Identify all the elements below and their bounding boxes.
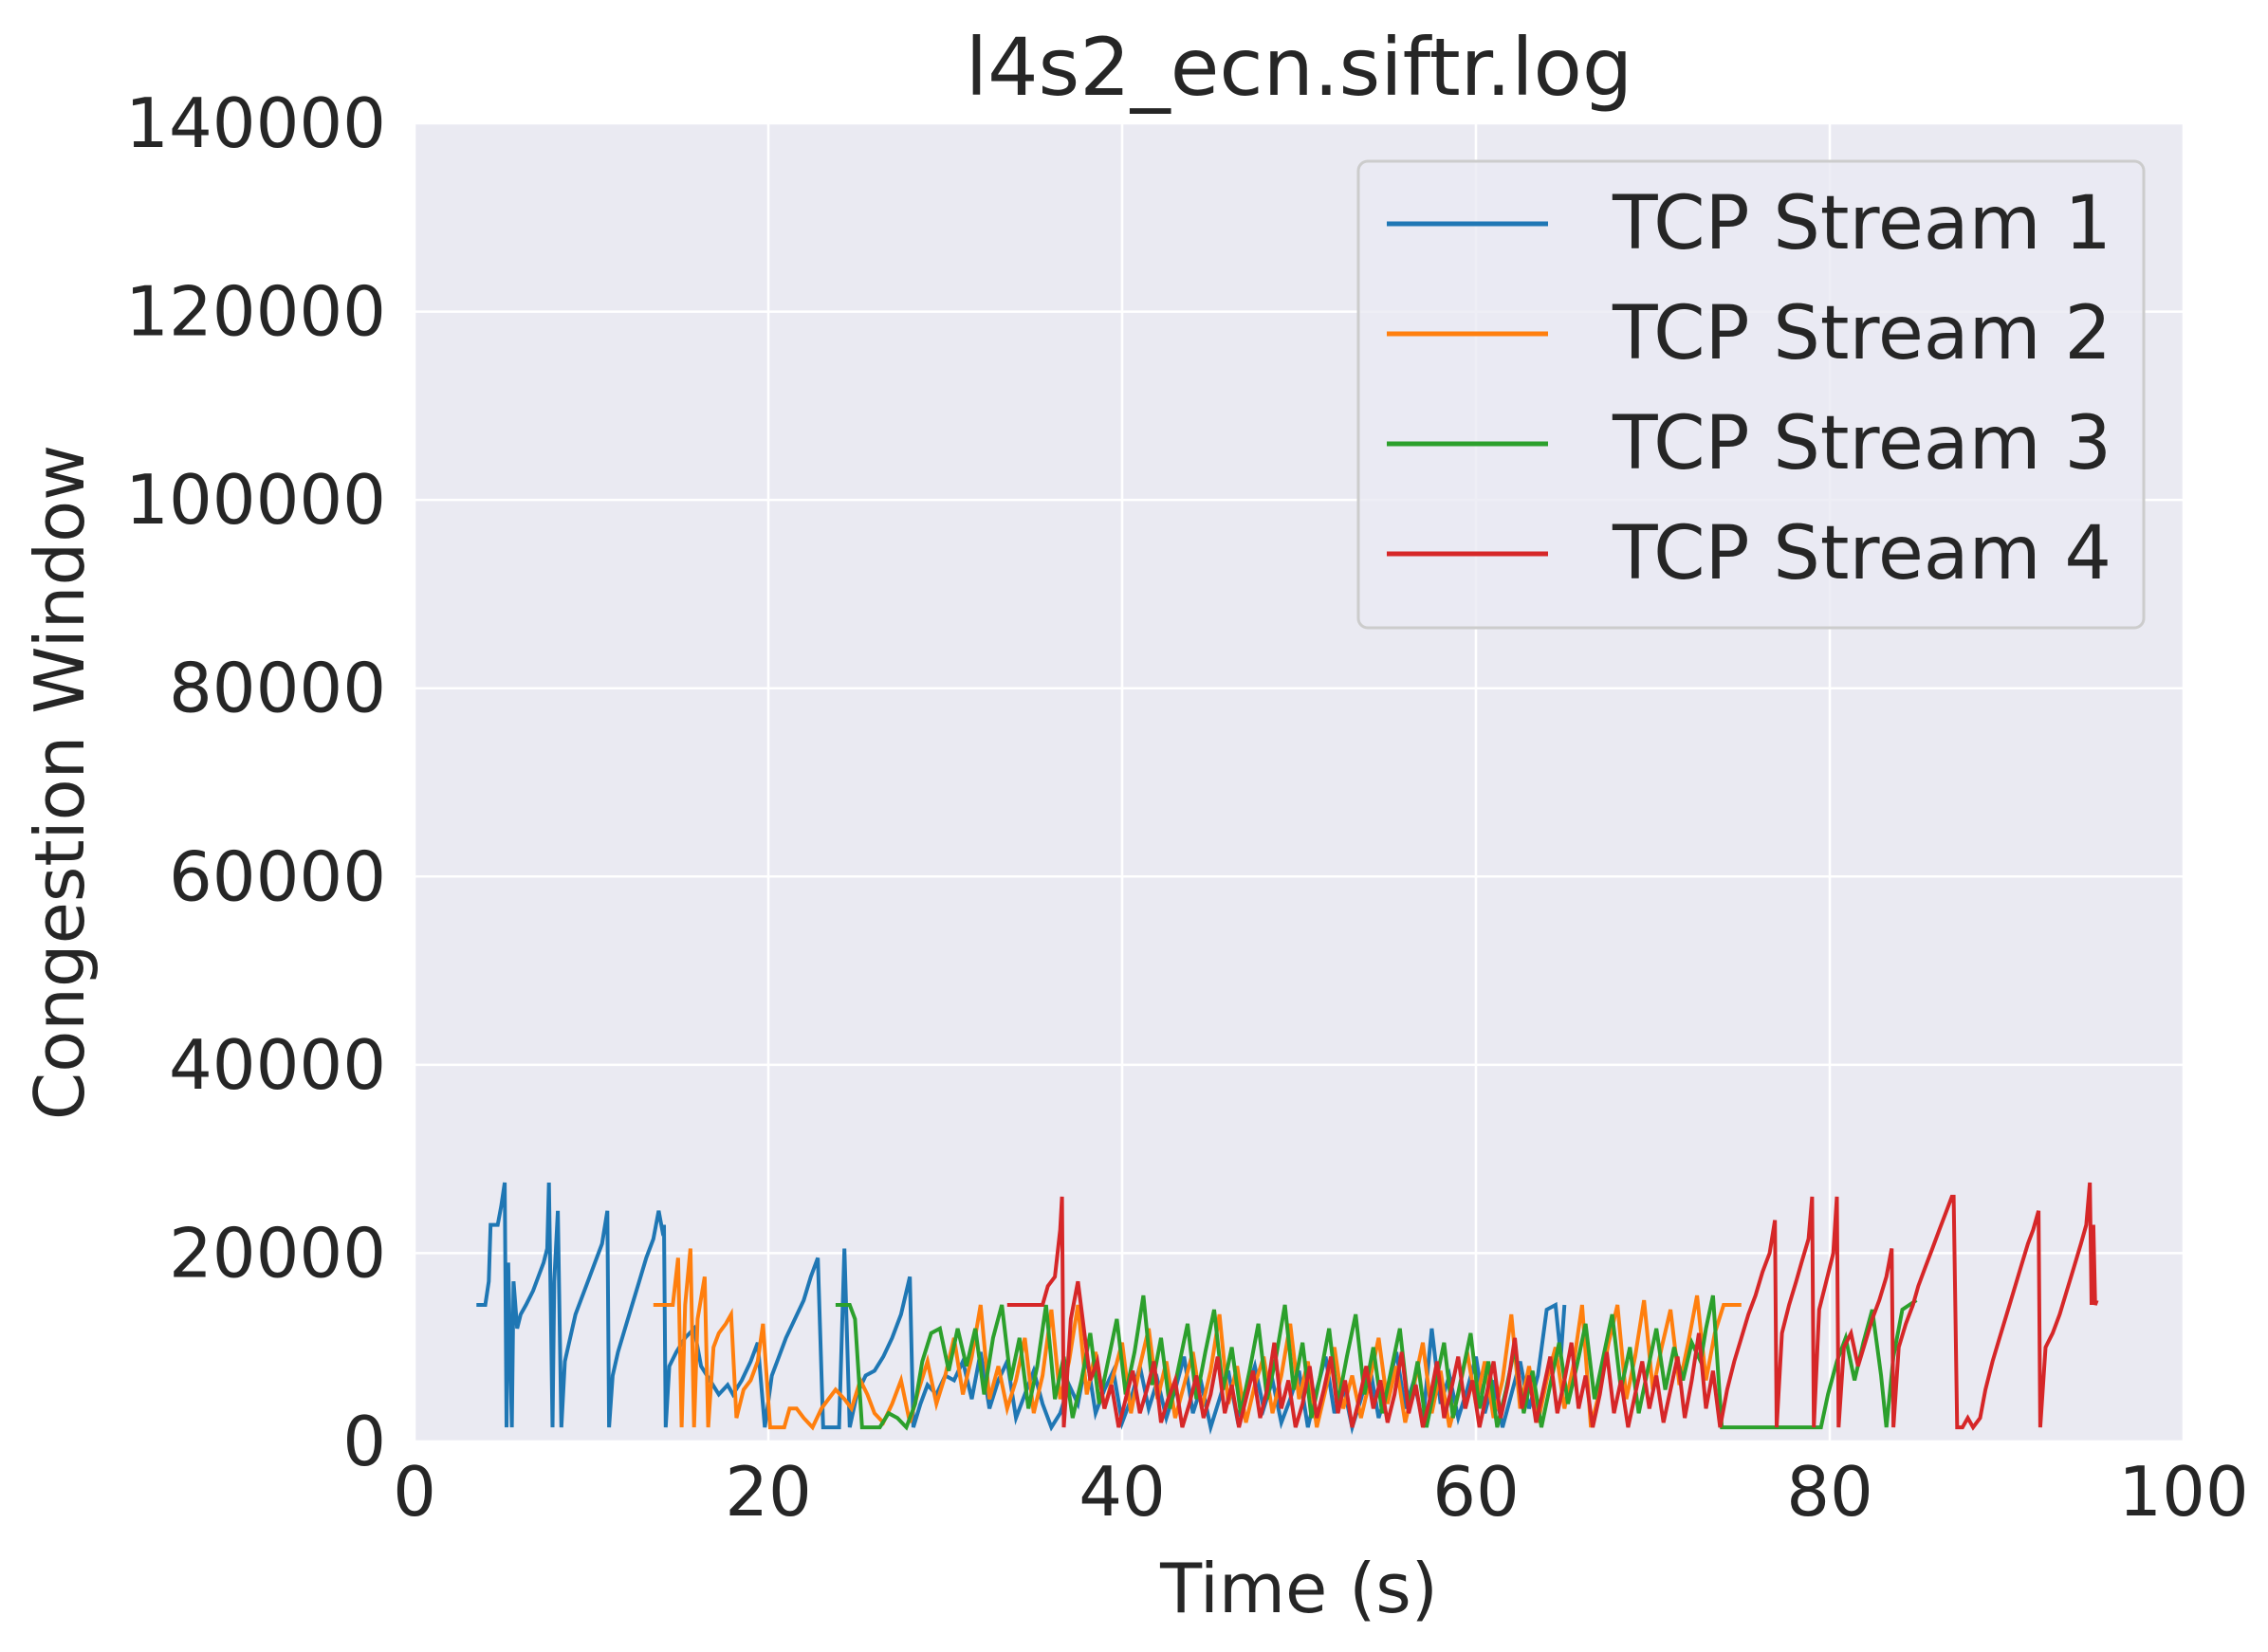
y-tick-label: 100000 (125, 460, 386, 540)
x-tick-label: 60 (1432, 1452, 1520, 1532)
legend-label-4: TCP Stream 4 (1612, 511, 2111, 597)
y-tick-label: 20000 (169, 1213, 386, 1293)
y-tick-label: 60000 (169, 836, 386, 916)
series-layer (476, 1182, 2099, 1436)
x-tick-label: 80 (1786, 1452, 1873, 1532)
y-tick-label: 80000 (169, 649, 386, 728)
legend-box (1356, 159, 2146, 630)
legend-label-1: TCP Stream 1 (1612, 181, 2111, 266)
x-tick-label: 100 (2118, 1452, 2248, 1532)
y-tick-label: 140000 (125, 83, 386, 163)
legend-label-3: TCP Stream 3 (1612, 401, 2111, 486)
series-line-4 (1006, 1182, 2099, 1431)
chart-title: l4s2_ecn.siftr.log (966, 21, 1633, 114)
y-tick-label: 120000 (125, 272, 386, 352)
x-tick-label: 20 (725, 1452, 812, 1532)
x-axis-label: Time (s) (1159, 1549, 1438, 1628)
x-tick-label: 40 (1079, 1452, 1166, 1532)
legend: TCP Stream 1 TCP Stream 2 TCP Stream 3 TCP … (1356, 159, 2146, 630)
y-axis-label: Congestion Window (20, 445, 100, 1120)
x-tick-label: 0 (393, 1452, 436, 1532)
y-tick-label: 0 (342, 1402, 386, 1481)
legend-label-2: TCP Stream 2 (1612, 291, 2111, 376)
tick-labels: 0 20 40 60 80 100 0 20000 40000 60000 80000 100000 1… (125, 83, 2249, 1532)
series-line-3 (835, 1294, 1918, 1431)
y-tick-label: 40000 (169, 1025, 386, 1105)
